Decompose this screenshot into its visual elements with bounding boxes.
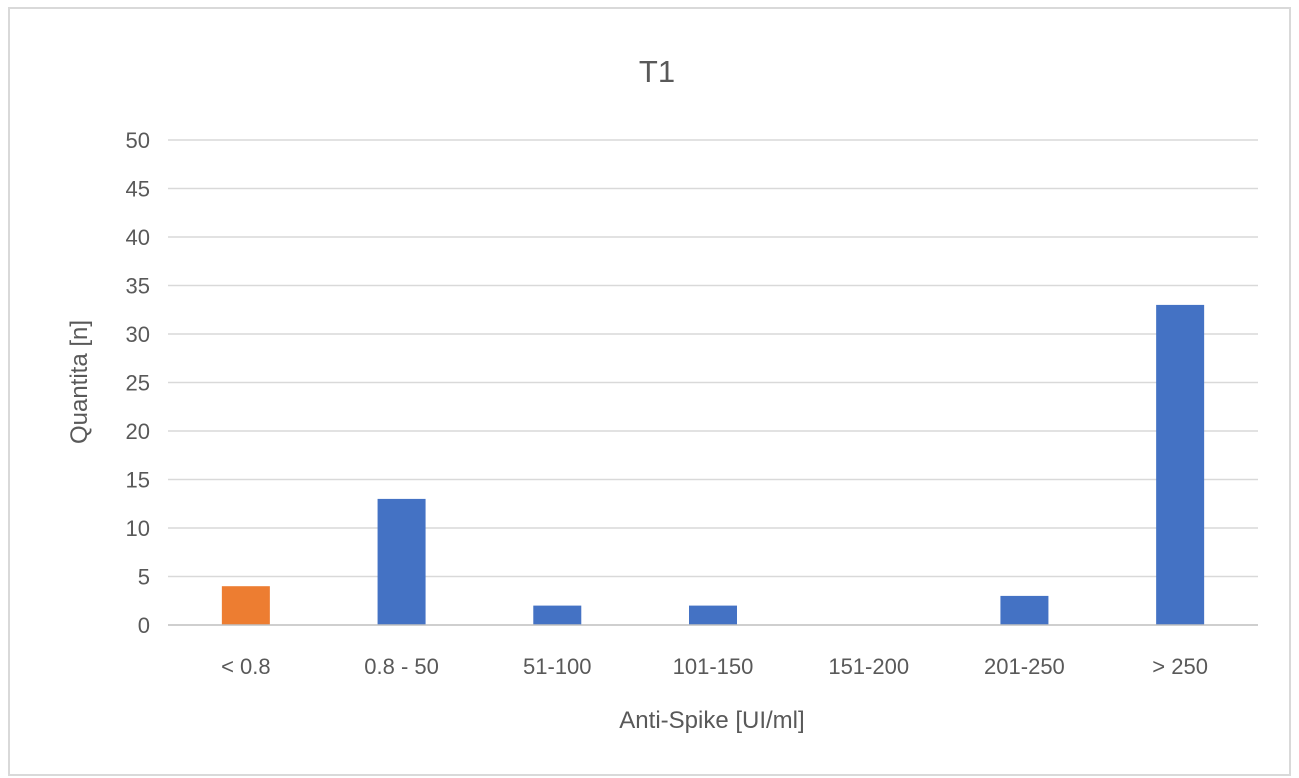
bars [221, 304, 1205, 625]
y-tick-label: 50 [126, 128, 150, 153]
x-tick-label: 101-150 [673, 654, 754, 679]
x-tick-label: 151-200 [828, 654, 909, 679]
y-tick-label: 30 [126, 322, 150, 347]
x-axis-label: Anti-Spike [UI/ml] [619, 707, 804, 734]
y-tick-label: 15 [126, 468, 150, 493]
y-tick-label: 5 [138, 565, 150, 590]
x-tick-label: < 0.8 [221, 654, 271, 679]
x-tick-label: 201-250 [984, 654, 1065, 679]
y-axis-ticks: 0 5 10 15 20 25 30 35 40 45 50 [126, 128, 150, 638]
y-tick-label: 45 [126, 177, 150, 202]
x-tick-label: 51-100 [523, 654, 592, 679]
x-tick-label: > 250 [1152, 654, 1208, 679]
x-axis-ticks: < 0.8 0.8 - 50 51-100 101-150 151-200 201-250… [221, 654, 1208, 679]
y-axis-label: Quantita [n] [66, 320, 93, 444]
bar [1156, 304, 1205, 625]
bar [533, 605, 582, 625]
y-tick-label: 10 [126, 516, 150, 541]
y-tick-label: 40 [126, 225, 150, 250]
y-tick-label: 20 [126, 419, 150, 444]
y-tick-label: 25 [126, 371, 150, 396]
x-tick-label: 0.8 - 50 [364, 654, 439, 679]
gridlines [168, 139, 1258, 578]
bar [377, 498, 426, 625]
chart-frame [8, 7, 1291, 776]
y-tick-label: 0 [138, 613, 150, 638]
y-tick-label: 35 [126, 274, 150, 299]
bar [689, 605, 737, 625]
chart-title: T1 [639, 54, 675, 89]
bar [1000, 595, 1049, 625]
bar [221, 586, 270, 625]
